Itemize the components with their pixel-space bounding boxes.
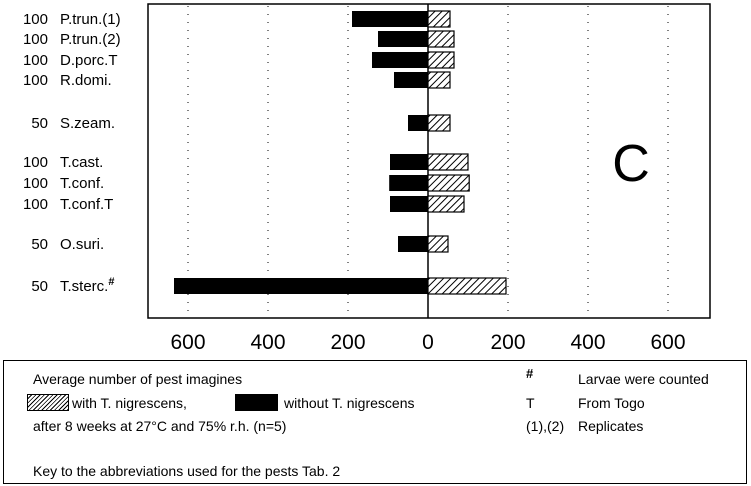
bar-without-D.porc.T — [372, 52, 428, 68]
row-count-label: 50 — [31, 236, 48, 253]
x-tick-label: 600 — [170, 331, 205, 354]
bar-with-T.conf. — [427, 174, 470, 192]
bars — [174, 10, 507, 295]
legend-line-conditions: after 8 weeks at 27°C and 75% r.h. (n=5) — [33, 418, 287, 434]
bar-without-T.sterc. — [174, 278, 428, 294]
pest-label: P.trun.(1) — [60, 11, 121, 28]
pest-label: T.cast. — [60, 154, 103, 171]
pest-label: T.sterc.# — [60, 276, 114, 295]
bar-without-T.cast. — [390, 154, 428, 170]
bar-without-S.zeam. — [408, 115, 428, 131]
pest-label: O.suri. — [60, 236, 104, 253]
bar-without-O.suri. — [398, 236, 428, 252]
x-tick-labels: 600 400 200 0 200 400 600 — [170, 331, 685, 354]
pest-label: T.conf.T — [60, 196, 113, 213]
bar-with-S.zeam. — [427, 114, 451, 132]
x-tick-label: 200 — [330, 331, 365, 354]
note-symbol-hash: # — [526, 366, 534, 381]
row-count-label: 100 — [23, 196, 48, 213]
bar-with-T.conf.T — [427, 195, 465, 213]
bar-without-P.trun.(2) — [378, 31, 428, 47]
plot-frame — [147, 3, 711, 319]
note-symbol-togo: T — [526, 395, 535, 411]
with-nigrescens-swatch — [27, 394, 69, 411]
x-tick-label: 0 — [422, 331, 434, 354]
row-labels: 100 P.trun.(1) 100 P.trun.(2) 100 D.porc.T 100… — [23, 11, 121, 295]
row-count-label: 100 — [23, 52, 48, 69]
bar-without-R.domi. — [394, 72, 428, 88]
row-count-label: 50 — [31, 115, 48, 132]
legend-line-average: Average number of pest imagines — [33, 371, 243, 387]
row-count-label: 100 — [23, 11, 48, 28]
panel-label: C — [612, 135, 650, 193]
without-nigrescens-swatch — [235, 394, 278, 411]
note-symbol-replicates: (1),(2) — [526, 418, 565, 434]
legend-line-key: Key to the abbreviations used for the pe… — [33, 463, 341, 479]
x-tick-label: 400 — [570, 331, 605, 354]
x-tick-label: 600 — [650, 331, 685, 354]
row-count-label: 100 — [23, 31, 48, 48]
without-nigrescens-label: without T. nigrescens — [284, 395, 415, 411]
bar-without-P.trun.(1) — [352, 11, 428, 27]
note-text-larvae: Larvae were counted — [578, 371, 709, 387]
bar-without-T.conf. — [389, 175, 428, 191]
bar-chart: 100 P.trun.(1) 100 P.trun.(2) 100 D.porc.T 100… — [23, 3, 711, 354]
legend-box — [3, 360, 747, 484]
note-text-replicates: Replicates — [578, 418, 644, 434]
note-text-togo: From Togo — [578, 395, 645, 411]
pest-label: D.porc.T — [60, 52, 118, 69]
x-tick-label: 200 — [490, 331, 525, 354]
x-tick-label: 400 — [250, 331, 285, 354]
pest-label: S.zeam. — [60, 115, 115, 132]
with-nigrescens-label: with T. nigrescens, — [72, 395, 187, 411]
bar-with-P.trun.(2) — [427, 30, 455, 48]
bar-with-T.cast. — [427, 153, 469, 171]
bar-with-T.sterc. — [427, 277, 507, 295]
row-count-label: 50 — [31, 278, 48, 295]
pest-label-superscript: # — [108, 276, 114, 288]
pest-label: T.conf. — [60, 175, 104, 192]
bar-without-T.conf.T — [390, 196, 428, 212]
bar-with-R.domi. — [427, 71, 451, 89]
pest-label: R.domi. — [60, 72, 112, 89]
row-count-label: 100 — [23, 72, 48, 89]
bar-with-O.suri. — [427, 235, 449, 253]
row-count-label: 100 — [23, 175, 48, 192]
pest-label: P.trun.(2) — [60, 31, 121, 48]
bar-with-D.porc.T — [427, 51, 455, 69]
row-count-label: 100 — [23, 154, 48, 171]
bar-with-P.trun.(1) — [427, 10, 451, 28]
